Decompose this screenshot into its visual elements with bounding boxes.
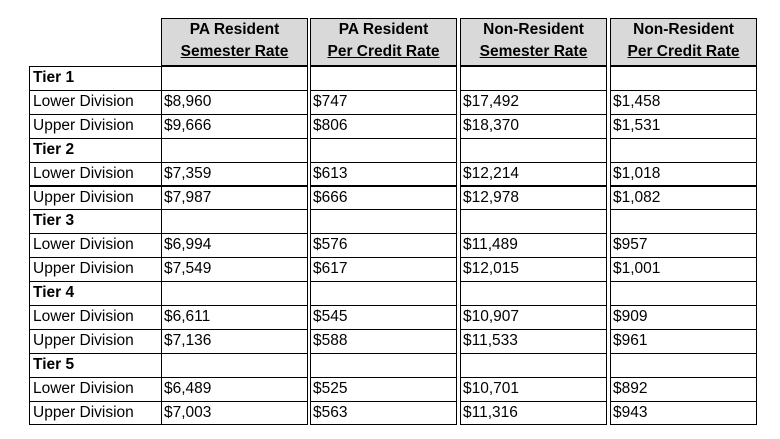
column-header-subtitle: Per Credit Rate: [627, 43, 740, 60]
table-cell: $12,978: [460, 185, 607, 211]
table-cell: $7,549: [161, 257, 308, 283]
table-cell-empty: [310, 209, 457, 235]
table-cell: $747: [310, 89, 457, 115]
table-cell: $1,018: [610, 161, 757, 187]
table-cell: $576: [310, 233, 457, 259]
row-label: Upper Division: [29, 328, 162, 354]
column-header-title: PA Resident: [338, 21, 429, 38]
table-cell: $563: [310, 400, 457, 426]
table-cell-empty: [161, 66, 308, 91]
table-cell-empty: [310, 66, 457, 91]
table-cell-empty: [610, 352, 757, 378]
table-cell: $8,960: [161, 89, 308, 115]
table-cell-empty: [310, 137, 457, 163]
table-cell-empty: [460, 281, 607, 306]
table-cell: $1,458: [610, 89, 757, 115]
column-header: PA Resident Semester Rate: [161, 18, 308, 66]
table-cell: $961: [610, 328, 757, 354]
table-cell-empty: [460, 66, 607, 91]
table-cell: $1,531: [610, 113, 757, 139]
row-label: Upper Division: [29, 400, 162, 426]
table-cell-empty: [610, 209, 757, 235]
table-cell: $525: [310, 376, 457, 402]
table-cell: $17,492: [460, 89, 607, 115]
table-cell: $617: [310, 257, 457, 283]
column-header-title: Non-Resident: [633, 21, 734, 38]
column-header-subtitle: Per Credit Rate: [327, 43, 440, 60]
table-cell: $545: [310, 305, 457, 330]
table-cell-empty: [161, 209, 308, 235]
table-cell: $10,701: [460, 376, 607, 402]
row-label: Lower Division: [29, 161, 162, 187]
table-cell-empty: [310, 352, 457, 378]
table-cell: $12,214: [460, 161, 607, 187]
table-cell: $909: [610, 305, 757, 330]
tier-label: Tier 3: [29, 209, 162, 235]
table-cell-empty: [460, 352, 607, 378]
table-cell: $11,489: [460, 233, 607, 259]
table-cell: $6,994: [161, 233, 308, 259]
table-cell: $613: [310, 161, 457, 187]
table-cell: $11,533: [460, 328, 607, 354]
table-cell-empty: [610, 281, 757, 306]
table-cell: $12,015: [460, 257, 607, 283]
table-cell-empty: [610, 66, 757, 91]
row-label: Upper Division: [29, 185, 162, 211]
column-header-subtitle: Semester Rate: [479, 43, 588, 60]
table-cell-empty: [460, 209, 607, 235]
table-cell: $7,987: [161, 185, 308, 211]
row-label: Lower Division: [29, 233, 162, 259]
table-cell: $18,370: [460, 113, 607, 139]
tier-label: Tier 2: [29, 137, 162, 163]
column-header: Non-Resident Per Credit Rate: [610, 18, 757, 66]
row-label: Lower Division: [29, 305, 162, 330]
table-cell: $943: [610, 400, 757, 426]
column-header-title: Non-Resident: [483, 21, 584, 38]
row-label: Lower Division: [29, 89, 162, 115]
table-cell: $6,611: [161, 305, 308, 330]
table-cell: $666: [310, 185, 457, 211]
table-cell: $957: [610, 233, 757, 259]
table-cell: $6,489: [161, 376, 308, 402]
tier-label: Tier 5: [29, 352, 162, 378]
table-cell-empty: [610, 137, 757, 163]
table-cell: $9,666: [161, 113, 308, 139]
table-cell: $7,003: [161, 400, 308, 426]
table-cell: $10,907: [460, 305, 607, 330]
table-cell-empty: [460, 137, 607, 163]
table-cell: $1,001: [610, 257, 757, 283]
table-cell-empty: [161, 281, 308, 306]
tier-label: Tier 4: [29, 281, 162, 306]
table-cell: $1,082: [610, 185, 757, 211]
tier-label: Tier 1: [29, 66, 162, 91]
table-cell: $7,136: [161, 328, 308, 354]
row-label: Lower Division: [29, 376, 162, 402]
table-cell: $11,316: [460, 400, 607, 426]
row-label: Upper Division: [29, 113, 162, 139]
table-cell: $7,359: [161, 161, 308, 187]
table-cell: $588: [310, 328, 457, 354]
table-cell-empty: [161, 352, 308, 378]
table-cell-empty: [161, 137, 308, 163]
column-header: Non-Resident Semester Rate: [460, 18, 607, 66]
table-cell-empty: [310, 281, 457, 306]
table-cell: $806: [310, 113, 457, 139]
column-header: PA Resident Per Credit Rate: [310, 18, 457, 66]
row-label: Upper Division: [29, 257, 162, 283]
column-header-title: PA Resident: [189, 21, 280, 38]
table-cell: $892: [610, 376, 757, 402]
column-header-subtitle: Semester Rate: [180, 43, 289, 60]
